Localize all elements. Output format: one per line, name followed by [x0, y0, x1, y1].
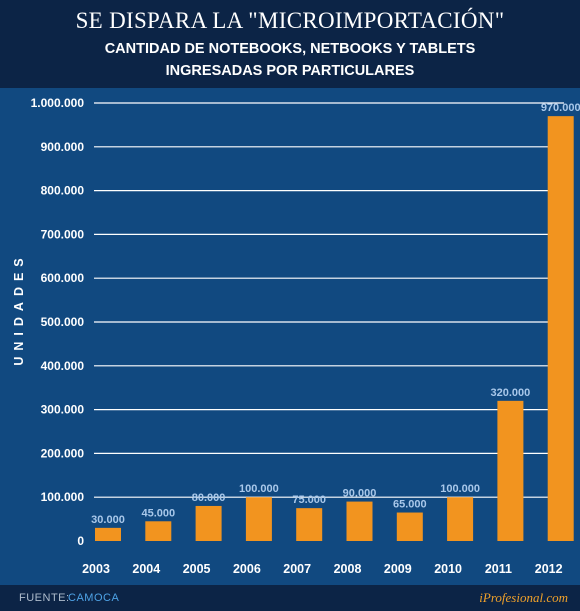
- x-tick-label: 2007: [283, 562, 311, 576]
- data-label: 90.000: [343, 488, 377, 500]
- y-tick-label: 300.000: [41, 403, 85, 417]
- data-label: 970.000: [541, 102, 580, 114]
- y-tick-label: 700.000: [41, 227, 85, 241]
- bar: [95, 527, 121, 541]
- source-value: CAMOCA: [68, 592, 120, 604]
- chart-footer: FUENTE: CAMOCA iProfesional.com: [0, 585, 580, 611]
- data-label: 65.000: [393, 499, 427, 511]
- x-tick-label: 2009: [384, 562, 412, 576]
- y-tick-label: 1.000.000: [31, 96, 85, 110]
- bar: [245, 497, 272, 541]
- chart-title: SE DISPARA LA "MICROIMPORTACIÓN": [75, 8, 505, 33]
- x-tick-label: 2003: [82, 562, 110, 576]
- y-tick-label: 500.000: [41, 315, 85, 329]
- y-tick-label: 400.000: [41, 359, 85, 373]
- data-label: 45.000: [141, 507, 175, 519]
- x-tick-label: 2004: [132, 562, 160, 576]
- x-tick-label: 2010: [434, 562, 462, 576]
- y-tick-label: 0: [77, 534, 84, 548]
- data-label: 100.000: [239, 483, 279, 495]
- data-label: 320.000: [491, 387, 531, 399]
- y-tick-label: 200.000: [41, 446, 85, 460]
- bar: [497, 400, 524, 541]
- bar: [396, 512, 423, 541]
- x-tick-label: 2008: [334, 562, 362, 576]
- bar: [296, 508, 323, 541]
- y-tick-label: 800.000: [41, 184, 85, 198]
- bar: [346, 501, 373, 541]
- data-label: 75.000: [292, 494, 326, 506]
- data-label: 30.000: [91, 514, 125, 526]
- y-tick-label: 100.000: [41, 490, 85, 504]
- bar: [145, 521, 172, 541]
- x-tick-label: 2005: [183, 562, 211, 576]
- brand-logo: iProfesional.com: [479, 590, 568, 605]
- chart-subtitle-line-1: CANTIDAD DE NOTEBOOKS, NETBOOKS Y TABLET…: [104, 41, 476, 57]
- chart-header: SE DISPARA LA "MICROIMPORTACIÓN" CANTIDA…: [0, 0, 580, 88]
- x-tick-label: 2006: [233, 562, 261, 576]
- source-label: FUENTE:: [19, 592, 70, 604]
- bar: [447, 497, 474, 541]
- x-tick-label: 2011: [485, 562, 512, 576]
- y-axis-title: UNIDADES: [12, 252, 26, 365]
- plot-area: [0, 88, 580, 585]
- data-label: 80.000: [192, 492, 226, 504]
- chart-subtitle-line-2: INGRESADAS POR PARTICULARES: [165, 63, 415, 79]
- bar: [195, 505, 222, 541]
- bar: [547, 116, 574, 541]
- x-tick-label: 2012: [535, 562, 563, 576]
- data-label: 100.000: [440, 483, 480, 495]
- y-tick-label: 900.000: [41, 140, 85, 154]
- y-tick-label: 600.000: [41, 271, 85, 285]
